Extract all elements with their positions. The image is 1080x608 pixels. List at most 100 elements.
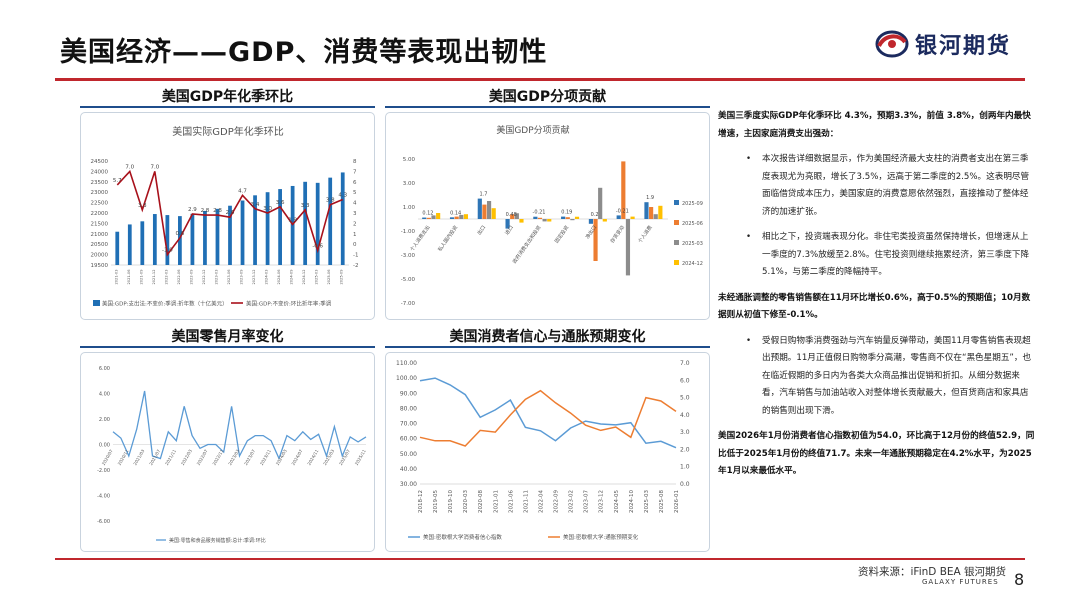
left-axis-tick: 24000 bbox=[91, 169, 109, 175]
x-axis-tick: 2022-09 bbox=[189, 269, 193, 285]
contrib-bar bbox=[574, 216, 580, 219]
contrib-data-label: 1.9 bbox=[646, 195, 654, 201]
x-axis-tick: 2022/03 bbox=[180, 448, 193, 466]
qoq-data-label: 3.4 bbox=[251, 202, 260, 208]
qoq-data-label: 3.3 bbox=[138, 203, 147, 209]
gdp-contrib-chart-box: 美国GDP分项贡献 -7.00 -5.00 -3.00 -1.00 1.00 3.00 5.0… bbox=[385, 112, 710, 320]
x-axis-tick: 2024-09 bbox=[290, 269, 294, 285]
x-axis-tick: 2022-03 bbox=[164, 269, 168, 284]
footer-brand: GALAXY FUTURES bbox=[922, 578, 999, 586]
gdp-qoq-line bbox=[116, 169, 344, 257]
bullet-consumption-text: 本次报告详细数据显示，作为美国经济最大支柱的消费者支出在第三季度表现尤为亮眼，增… bbox=[762, 154, 1030, 217]
x-axis-tick: 固定投资 bbox=[553, 224, 570, 244]
legend-swatch bbox=[674, 240, 679, 245]
x-axis-tick: 2021/11 bbox=[164, 448, 177, 466]
qoq-data-label: 0.6 bbox=[176, 231, 185, 237]
gdp-qoq-chart: 美国实际GDP年化季环比1950020000205002100021500220… bbox=[91, 125, 359, 308]
contrib-bar bbox=[547, 219, 552, 222]
bullet-investment-text: 相比之下，投资端表现分化。非住宅类投资虽然保持增长，但增速从上一季度的7.3%放… bbox=[762, 232, 1030, 277]
left-axis-tick: 21500 bbox=[91, 221, 109, 227]
galaxy-logo-icon bbox=[875, 30, 909, 58]
x-axis-tick: 2023-12 bbox=[599, 490, 605, 513]
commentary-column: 美国三季度实际GDP年化季环比 4.3%，预期3.3%，前值 3.8%，创两年内… bbox=[718, 108, 1036, 481]
x-axis-tick: 2023-07 bbox=[584, 490, 590, 513]
legend-label-line: 美国:GDP:不变价:环比折年率:季调 bbox=[246, 300, 332, 308]
qoq-data-label: 1.9 bbox=[288, 217, 297, 223]
gdp-level-bar bbox=[203, 210, 207, 265]
contrib-data-label: 0.14 bbox=[450, 210, 461, 216]
contrib-bar bbox=[593, 219, 598, 261]
qoq-data-label: 3.8 bbox=[326, 198, 335, 204]
right-axis-tick: 4 bbox=[353, 201, 357, 207]
commentary-gdp: 美国三季度实际GDP年化季环比 4.3%，预期3.3%，前值 3.8%，创两年内… bbox=[718, 111, 1031, 139]
gdp-qoq-chart-box: 美国实际GDP年化季环比 19500 20000 20500 21000 21500 220… bbox=[80, 112, 375, 320]
right-axis-tick: 7.0 bbox=[680, 360, 690, 367]
x-axis-tick: 2025-08 bbox=[659, 490, 665, 513]
gdp-contrib-chart: 美国GDP分项贡献 -7.00 -5.00 -3.00 -1.00 1.00 3.00 5.0… bbox=[401, 124, 703, 307]
qoq-data-label: 7.0 bbox=[150, 164, 159, 170]
x-axis-tick: 2018-12 bbox=[418, 490, 424, 513]
gdp-level-bar bbox=[278, 189, 282, 265]
right-axis-tick: 6 bbox=[353, 180, 357, 186]
contrib-data-label: 0.19 bbox=[561, 210, 572, 216]
left-axis-tick: 40.00 bbox=[400, 466, 417, 473]
legend-swatch bbox=[674, 260, 679, 265]
qoq-data-label: -0.6 bbox=[312, 243, 323, 249]
left-axis-tick: 30.00 bbox=[400, 481, 417, 488]
contrib-bar bbox=[463, 214, 468, 219]
gdp-level-bar bbox=[340, 172, 345, 265]
gdp-level-bar bbox=[115, 231, 120, 265]
x-axis-tick: 个人消费 bbox=[637, 224, 654, 244]
chart-title: 美国GDP分项贡献 bbox=[496, 124, 569, 136]
gdp-level-bar bbox=[303, 181, 308, 265]
contrib-bar bbox=[505, 219, 510, 229]
contrib-bar bbox=[533, 216, 538, 219]
contrib-bar bbox=[565, 217, 570, 219]
x-axis-tick: 2022-04 bbox=[538, 490, 544, 513]
gdp-level-bar bbox=[215, 208, 220, 265]
contrib-bar bbox=[653, 214, 658, 219]
right-axis-tick: 3.0 bbox=[680, 429, 690, 436]
x-axis-tick: 2021-12 bbox=[152, 269, 156, 284]
x-axis-tick: 2024-05 bbox=[614, 490, 620, 513]
contrib-data-label: 1.7 bbox=[479, 192, 487, 198]
contrib-bar bbox=[449, 217, 455, 219]
contrib-data-label: 0.12 bbox=[422, 211, 433, 217]
top-rule bbox=[55, 78, 1025, 81]
left-axis-tick: 22000 bbox=[91, 211, 109, 217]
x-axis-tick: 私人国内投资 bbox=[436, 224, 459, 253]
right-axis-tick: -2 bbox=[353, 263, 358, 269]
right-axis-tick: 5.0 bbox=[680, 395, 690, 402]
contrib-bar bbox=[598, 187, 603, 219]
x-axis-tick: 2024/11 bbox=[306, 448, 319, 466]
qoq-data-label: 2.6 bbox=[226, 210, 235, 216]
contrib-bar bbox=[602, 219, 607, 222]
panel-title-retail: 美国零售月率变化 bbox=[80, 328, 375, 348]
left-axis-tick: 19500 bbox=[91, 263, 109, 269]
qoq-data-label: -1.0 bbox=[162, 248, 173, 254]
x-axis-tick: 2021/07 bbox=[148, 448, 161, 466]
x-axis-tick: 2023/11 bbox=[259, 448, 272, 466]
x-axis-tick: 2022-09 bbox=[554, 490, 560, 513]
gdp-level-bar bbox=[190, 213, 195, 265]
contrib-bar bbox=[630, 216, 635, 219]
gdp-level-bar bbox=[178, 216, 182, 265]
right-axis-tick: 0 bbox=[353, 242, 357, 248]
gdp-level-bar bbox=[152, 214, 157, 265]
gdp-level-bar bbox=[265, 192, 270, 265]
sentiment-line bbox=[419, 377, 677, 449]
panel-title-gdp-qoq: 美国GDP年化季环比 bbox=[80, 88, 375, 108]
chart-title: 美国实际GDP年化季环比 bbox=[172, 125, 283, 138]
x-axis-tick: 2023-09 bbox=[240, 269, 244, 285]
slide-title: 美国经济——GDP、消费等表现出韧性 bbox=[60, 37, 548, 68]
right-axis-tick: -1 bbox=[353, 253, 358, 259]
right-axis-tick: 6.0 bbox=[680, 377, 690, 384]
x-axis-tick: 2020/11 bbox=[117, 448, 130, 466]
y-axis-tick: -2.00 bbox=[97, 468, 110, 474]
x-axis-tick: 2024-10 bbox=[629, 490, 635, 513]
x-axis-tick: 2021-09 bbox=[139, 269, 143, 285]
x-axis-tick: 2025-03 bbox=[315, 269, 319, 284]
x-axis-tick: 2024-03 bbox=[265, 269, 269, 284]
x-axis-tick: 2021-01 bbox=[493, 490, 499, 513]
retail-chart-box: -6.00 -4.00 -2.00 0.00 2.00 4.00 6.00 2020/07 20… bbox=[80, 352, 375, 552]
